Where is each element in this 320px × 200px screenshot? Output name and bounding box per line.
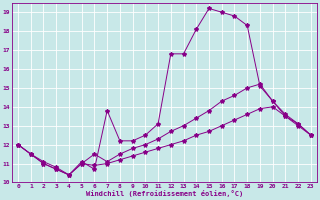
X-axis label: Windchill (Refroidissement éolien,°C): Windchill (Refroidissement éolien,°C) [86,190,243,197]
